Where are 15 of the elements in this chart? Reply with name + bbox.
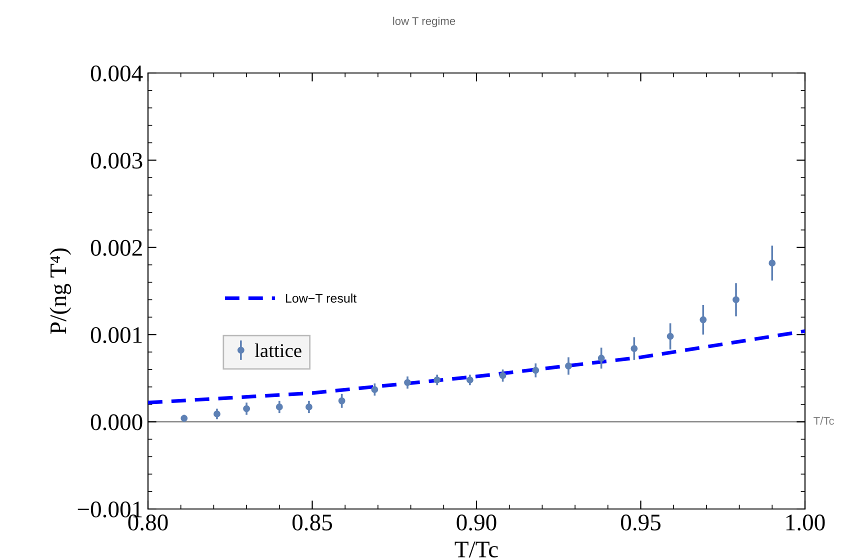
y-tick-label: 0.001 <box>90 327 142 344</box>
ref-line-label: T/Tc <box>814 416 834 425</box>
y-tick-label: 0.002 <box>90 240 142 256</box>
y-tick-label: 0.004 <box>90 65 143 82</box>
x-axis-title: T/Tc <box>454 542 498 558</box>
legend-label: Low−T result <box>286 294 357 303</box>
y-axis-title: P/(ng T⁴) <box>50 248 72 334</box>
x-tick-label: 0.90 <box>456 514 496 531</box>
x-tick-label: 0.95 <box>620 514 660 531</box>
chart-title: low T regime <box>393 16 456 28</box>
y-tick-label: 0.000 <box>90 414 142 430</box>
y-tick-label: 0.003 <box>90 152 142 169</box>
x-tick-label: 1.00 <box>786 514 825 531</box>
x-tick-label: 0.85 <box>292 514 332 531</box>
legend-label: lattice <box>254 344 302 358</box>
